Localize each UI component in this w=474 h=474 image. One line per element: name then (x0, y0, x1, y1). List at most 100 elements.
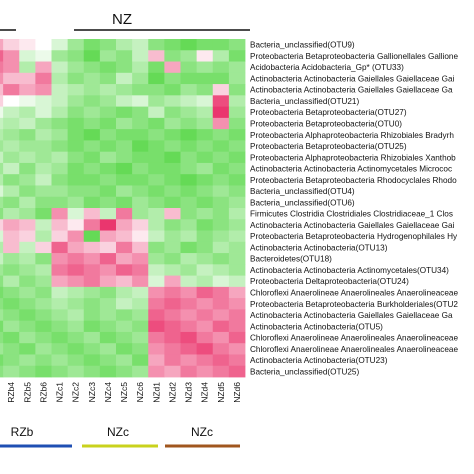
heatmap-cell (148, 106, 165, 119)
heatmap-cell (19, 72, 36, 85)
heatmap-cell (164, 320, 181, 333)
heatmap-cell (116, 354, 133, 367)
heatmap-cell (180, 140, 198, 153)
heatmap-cell (83, 50, 101, 62)
heatmap-cell (148, 84, 165, 96)
heatmap-cell (83, 162, 101, 175)
heatmap-cell (83, 264, 101, 276)
row-label: Actinobacteria Actinobacteria Actinomyce… (250, 165, 452, 174)
heatmap-cell (0, 264, 4, 276)
heatmap-cell (3, 354, 20, 367)
heatmap-cell (116, 309, 133, 322)
row-label: Bacteria_unclassified(OTU21) (250, 97, 359, 106)
heatmap-cell (67, 298, 85, 310)
heatmap-cell (51, 117, 69, 130)
heatmap-cell (0, 117, 4, 130)
heatmap-cell (148, 241, 165, 254)
heatmap-cell (116, 151, 133, 164)
heatmap-cell (0, 354, 4, 367)
heatmap-cell (180, 253, 198, 265)
heatmap-cell (3, 84, 20, 96)
heatmap-cell (212, 84, 230, 96)
heatmap-cell (132, 354, 149, 367)
heatmap-cell (164, 354, 181, 367)
row-label: Actinobacteria Actinobacteria(OTU5) (250, 322, 383, 331)
group-label: RZb (11, 425, 34, 439)
heatmap-cell (51, 286, 69, 299)
heatmap-cell (116, 241, 133, 254)
heatmap-cell (67, 196, 85, 209)
heatmap-cell (67, 219, 85, 231)
heatmap-cell (3, 50, 20, 62)
heatmap-cell (0, 162, 4, 175)
row-label: Actinobacteria Actinobacteria Gaiellales… (250, 221, 455, 230)
heatmap-cell (116, 140, 133, 153)
row-label: Acidobacteria Acidobacteria_Gp* (OTU33) (250, 63, 404, 72)
heatmap-cell (67, 129, 85, 141)
row-label: Bacteria_unclassified(OTU6) (250, 198, 355, 207)
heatmap-cell (83, 298, 101, 310)
heatmap-cell (0, 140, 4, 153)
heatmap-cell (148, 343, 165, 355)
heatmap-cell (132, 185, 149, 198)
heatmap-cell (3, 151, 20, 164)
heatmap-cell (35, 162, 52, 175)
heatmap-cell (212, 185, 230, 198)
heatmap-cell (0, 151, 4, 164)
heatmap-cell (51, 241, 69, 254)
row-label: Actinobacteria Actinobacteria Gaiellales… (250, 86, 453, 95)
heatmap-cell (19, 61, 36, 74)
heatmap-cell (19, 241, 36, 254)
heatmap-cell (196, 309, 214, 322)
heatmap-cell (196, 50, 214, 62)
heatmap-cell (132, 309, 149, 322)
heatmap-cell (180, 241, 198, 254)
column-label: NZd4 (200, 382, 210, 403)
heatmap-cell (67, 50, 85, 62)
heatmap-cell (83, 331, 101, 344)
heatmap-cell (35, 320, 52, 333)
heatmap-cell (196, 286, 214, 299)
heatmap-cell (3, 331, 20, 344)
heatmap-cell (19, 208, 36, 220)
heatmap-cell (3, 95, 20, 107)
heatmap-cell (3, 230, 20, 243)
heatmap-cell (35, 39, 52, 51)
heatmap-cell (0, 208, 4, 220)
heatmap-cell (212, 106, 230, 119)
heatmap-cell (35, 286, 52, 299)
heatmap-cell (3, 117, 20, 130)
heatmap-cell (212, 174, 230, 186)
heatmap-cell (196, 208, 214, 220)
heatmap-cell (212, 50, 230, 62)
heatmap-cell (116, 106, 133, 119)
heatmap-cell (3, 129, 20, 141)
heatmap-cell (99, 241, 117, 254)
heatmap-cell (99, 253, 117, 265)
heatmap-cell (35, 61, 52, 74)
heatmap-cell (67, 343, 85, 355)
heatmap-cell (3, 196, 20, 209)
row-label: Actinobacteria Actinobacteria(OTU13) (250, 243, 388, 252)
heatmap-cell (164, 343, 181, 355)
heatmap-cell (196, 151, 214, 164)
heatmap-cell (0, 84, 4, 96)
heatmap-cell (116, 174, 133, 186)
heatmap-cell (0, 241, 4, 254)
heatmap-cell (3, 162, 20, 175)
heatmap-cell (196, 253, 214, 265)
column-label: NZc6 (135, 382, 145, 403)
heatmap-cell (228, 331, 246, 344)
heatmap-cell (132, 286, 149, 299)
heatmap-cell (132, 84, 149, 96)
heatmap-cell (164, 331, 181, 344)
heatmap-cell (212, 275, 230, 288)
row-label: Proteobacteria Betaproteobacteria Rhodoc… (250, 176, 457, 185)
column-label: RZb4 (6, 382, 16, 403)
heatmap-cell (51, 253, 69, 265)
heatmap-cell (67, 174, 85, 186)
heatmap-cell (132, 140, 149, 153)
heatmap-cell (51, 230, 69, 243)
heatmap-cell (196, 354, 214, 367)
heatmap-cell (228, 286, 246, 299)
